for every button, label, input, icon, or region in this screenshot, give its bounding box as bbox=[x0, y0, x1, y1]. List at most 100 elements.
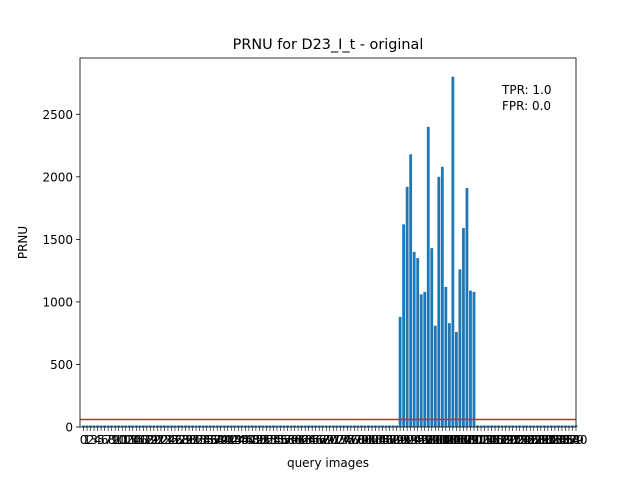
bar-94 bbox=[412, 251, 416, 427]
x-tick-label: 110 bbox=[459, 433, 482, 447]
x-tick-label: 18 bbox=[139, 433, 154, 447]
bar-134 bbox=[553, 425, 557, 427]
x-tick-label: 51 bbox=[255, 433, 270, 447]
x-tick-label: 140 bbox=[565, 433, 588, 447]
bar-40 bbox=[222, 425, 226, 427]
bar-18 bbox=[145, 425, 149, 427]
tpr-annotation: TPR: 1.0 bbox=[501, 83, 551, 97]
x-tick-label: 52 bbox=[259, 433, 274, 447]
x-tick-label: 136 bbox=[550, 433, 573, 447]
x-tick-label: 87 bbox=[382, 433, 397, 447]
bar-42 bbox=[229, 425, 233, 427]
x-tick-label: 69 bbox=[319, 433, 334, 447]
x-tick-label: 7 bbox=[104, 433, 112, 447]
x-tick-label: 5 bbox=[97, 433, 105, 447]
bar-14 bbox=[131, 425, 135, 427]
x-tick-label: 68 bbox=[315, 433, 330, 447]
x-tick-label: 92 bbox=[400, 433, 415, 447]
x-tick-label: 1 bbox=[83, 433, 91, 447]
bar-51 bbox=[261, 425, 265, 427]
bar-97 bbox=[423, 291, 427, 427]
bar-79 bbox=[360, 425, 363, 427]
bar-46 bbox=[243, 425, 247, 427]
x-tick-label: 62 bbox=[294, 433, 309, 447]
x-tick-label: 58 bbox=[280, 433, 295, 447]
x-tick-label: 55 bbox=[269, 433, 284, 447]
bar-116 bbox=[490, 425, 493, 427]
x-tick-label: 41 bbox=[220, 433, 235, 447]
x-tick-label: 106 bbox=[445, 433, 468, 447]
bar-29 bbox=[184, 425, 187, 427]
bar-98 bbox=[426, 126, 430, 428]
bar-100 bbox=[433, 325, 437, 427]
bar-124 bbox=[518, 425, 522, 427]
bar-81 bbox=[367, 425, 370, 427]
y-tick-label: 2000 bbox=[42, 170, 73, 184]
x-tick-label: 49 bbox=[248, 433, 263, 447]
bar-13 bbox=[127, 425, 131, 427]
bar-85 bbox=[381, 425, 384, 427]
bar-91 bbox=[402, 224, 406, 427]
x-tick-label: 108 bbox=[452, 433, 475, 447]
x-tick-label: 47 bbox=[241, 433, 256, 447]
bar-118 bbox=[497, 425, 501, 427]
x-tick-label: 121 bbox=[498, 433, 521, 447]
plot-frame bbox=[79, 57, 577, 428]
bar-74 bbox=[342, 425, 346, 427]
bar-114 bbox=[483, 425, 486, 427]
bar-39 bbox=[219, 425, 223, 427]
x-tick-label: 97 bbox=[417, 433, 432, 447]
bar-87 bbox=[388, 425, 391, 427]
bar-71 bbox=[331, 425, 335, 427]
x-tick-label: 56 bbox=[273, 433, 288, 447]
bar-106 bbox=[454, 331, 458, 427]
x-tick-label: 83 bbox=[368, 433, 383, 447]
fpr-annotation: FPR: 0.0 bbox=[502, 99, 551, 113]
bar-25 bbox=[170, 425, 173, 427]
bar-75 bbox=[345, 425, 349, 427]
x-tick-label: 16 bbox=[132, 433, 147, 447]
x-tick-label: 99 bbox=[424, 433, 439, 447]
x-tick-label: 117 bbox=[484, 433, 507, 447]
bar-120 bbox=[504, 425, 508, 427]
bar-53 bbox=[268, 425, 272, 427]
x-tick-label: 82 bbox=[364, 433, 379, 447]
bar-24 bbox=[166, 425, 170, 427]
bar-77 bbox=[352, 425, 356, 427]
bar-23 bbox=[163, 425, 166, 427]
x-tick-label: 67 bbox=[312, 433, 327, 447]
bar-126 bbox=[525, 425, 529, 427]
x-tick-label: 89 bbox=[389, 433, 404, 447]
x-tick-label: 50 bbox=[252, 433, 267, 447]
x-tick-label: 78 bbox=[350, 433, 365, 447]
x-tick-label: 100 bbox=[424, 433, 447, 447]
bar-6 bbox=[103, 425, 107, 427]
x-tick-label: 98 bbox=[421, 433, 436, 447]
x-tick-label: 63 bbox=[297, 433, 312, 447]
x-tick-label: 4 bbox=[94, 433, 102, 447]
x-tick-label: 114 bbox=[473, 433, 496, 447]
bar-135 bbox=[557, 425, 560, 427]
x-tick-label: 95 bbox=[410, 433, 425, 447]
y-tick-label: 500 bbox=[50, 358, 73, 372]
x-tick-label: 12 bbox=[118, 433, 133, 447]
bar-130 bbox=[539, 425, 543, 427]
x-tick-label: 127 bbox=[519, 433, 542, 447]
bar-133 bbox=[549, 425, 553, 427]
bar-20 bbox=[152, 425, 156, 427]
x-tick-label: 32 bbox=[188, 433, 203, 447]
x-tick-label: 48 bbox=[245, 433, 260, 447]
x-tick-label: 135 bbox=[547, 433, 570, 447]
x-tick-label: 81 bbox=[361, 433, 376, 447]
bar-33 bbox=[198, 425, 202, 427]
bar-67 bbox=[317, 425, 321, 427]
bar-109 bbox=[465, 188, 469, 427]
bar-61 bbox=[296, 425, 300, 427]
x-tick-label: 40 bbox=[217, 433, 232, 447]
bar-5 bbox=[99, 425, 103, 427]
bar-12 bbox=[124, 425, 128, 427]
x-tick-label: 46 bbox=[238, 433, 253, 447]
bar-107 bbox=[458, 269, 462, 427]
bar-0 bbox=[82, 425, 85, 427]
